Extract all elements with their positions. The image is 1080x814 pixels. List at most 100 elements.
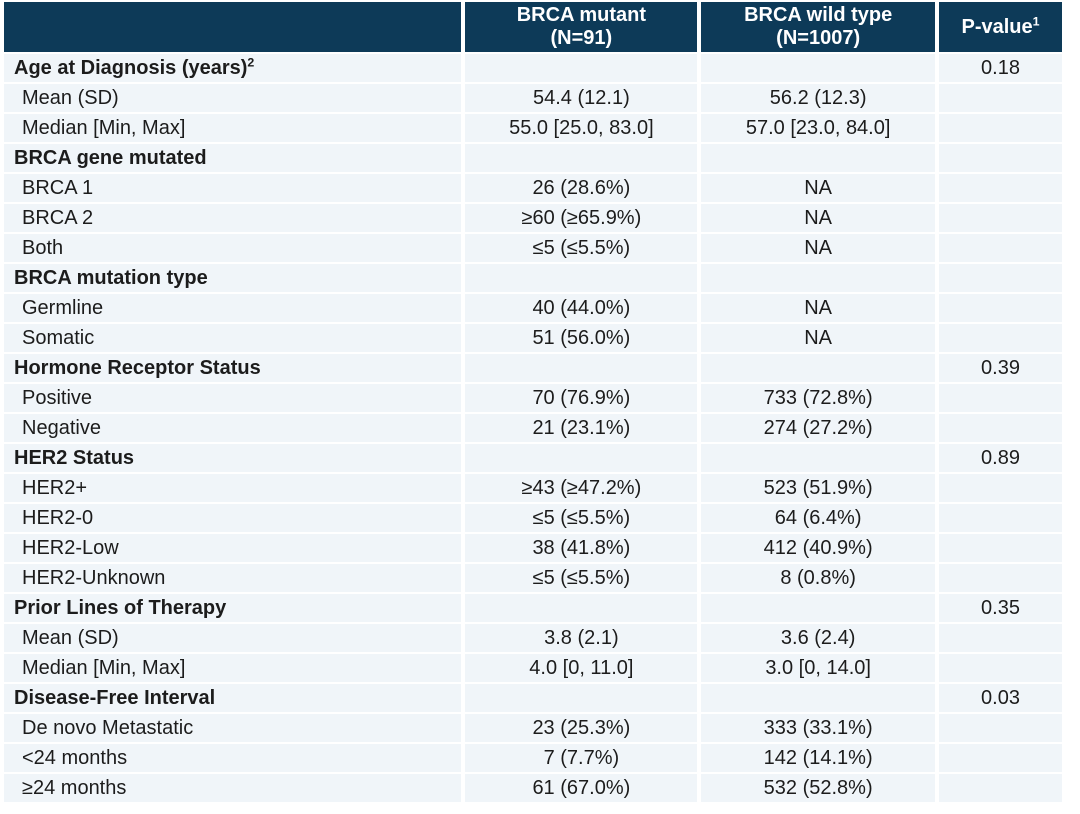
table-row: Median [Min, Max] 4.0 [0, 11.0] 3.0 [0, 14… [4, 654, 1062, 682]
brca-wildtype-value-cell: 532 (52.8%) [701, 774, 936, 802]
p-value-cell [939, 204, 1062, 232]
p-value-cell [939, 714, 1062, 742]
row-label-cell: Negative [4, 414, 462, 442]
p-value-cell [939, 324, 1062, 352]
table-body: Age at Diagnosis (years)2 0.18 Mean (SD) 54… [4, 54, 1062, 802]
brca-wildtype-value-cell: 274 (27.2%) [701, 414, 936, 442]
row-label-cell: BRCA mutation type [4, 264, 462, 292]
p-value-cell: 0.18 [939, 54, 1062, 82]
footnote-superscript: 1 [1032, 13, 1040, 28]
brca-mutant-value-cell: ≥60 (≥65.9%) [465, 204, 698, 232]
p-value-cell: 0.03 [939, 684, 1062, 712]
table-row: HER2+ ≥43 (≥47.2%) 523 (51.9%) [4, 474, 1062, 502]
p-value-cell [939, 774, 1062, 802]
brca-mutant-value-cell: 54.4 (12.1) [465, 84, 698, 112]
p-value-cell [939, 504, 1062, 532]
brca-wildtype-value-cell [701, 264, 936, 292]
brca-wildtype-value-cell: 733 (72.8%) [701, 384, 936, 412]
p-value-cell [939, 414, 1062, 442]
table-row: De novo Metastatic 23 (25.3%) 333 (33.1%) [4, 714, 1062, 742]
table-row: Positive 70 (76.9%) 733 (72.8%) [4, 384, 1062, 412]
row-label-cell: Median [Min, Max] [4, 654, 462, 682]
brca-mutant-value-cell: 61 (67.0%) [465, 774, 698, 802]
brca-mutant-value-cell: 51 (56.0%) [465, 324, 698, 352]
p-value-cell [939, 534, 1062, 562]
brca-wildtype-value-cell: 64 (6.4%) [701, 504, 936, 532]
p-value-cell [939, 744, 1062, 772]
row-label-cell: HER2 Status [4, 444, 462, 472]
row-label-cell: Germline [4, 294, 462, 322]
p-value-cell [939, 144, 1062, 172]
brca-mutant-value-cell: 55.0 [25.0, 83.0] [465, 114, 698, 142]
baseline-characteristics-table: BRCA mutant (N=91) BRCA wild type (N=100… [4, 2, 1062, 802]
p-value-cell [939, 294, 1062, 322]
row-label-cell: Prior Lines of Therapy [4, 594, 462, 622]
brca-mutant-value-cell: 40 (44.0%) [465, 294, 698, 322]
brca-mutant-value-cell: ≤5 (≤5.5%) [465, 564, 698, 592]
p-value-cell [939, 474, 1062, 502]
brca-wildtype-value-cell: 56.2 (12.3) [701, 84, 936, 112]
row-label-cell: Mean (SD) [4, 84, 462, 112]
brca-wildtype-value-cell: NA [701, 204, 936, 232]
p-value-cell [939, 114, 1062, 142]
table-row: BRCA 2 ≥60 (≥65.9%) NA [4, 204, 1062, 232]
row-label-cell: HER2-0 [4, 504, 462, 532]
brca-wildtype-value-cell [701, 444, 936, 472]
row-label-cell: BRCA gene mutated [4, 144, 462, 172]
p-value-cell [939, 84, 1062, 112]
brca-mutant-value-cell [465, 264, 698, 292]
table-row: Hormone Receptor Status 0.39 [4, 354, 1062, 382]
brca-wildtype-value-cell: 412 (40.9%) [701, 534, 936, 562]
header-cell-empty [4, 2, 462, 52]
p-value-cell [939, 564, 1062, 592]
header-pvalue-label: P-value [961, 15, 1033, 38]
brca-wildtype-value-cell [701, 54, 936, 82]
table-row: HER2-Low 38 (41.8%) 412 (40.9%) [4, 534, 1062, 562]
row-label-cell: Mean (SD) [4, 624, 462, 652]
p-value-cell [939, 624, 1062, 652]
row-label-cell: Both [4, 234, 462, 262]
footnote-superscript: 2 [247, 55, 255, 70]
brca-wildtype-value-cell [701, 594, 936, 622]
brca-wildtype-value-cell: NA [701, 174, 936, 202]
table-row: <24 months 7 (7.7%) 142 (14.1%) [4, 744, 1062, 772]
row-label-cell: <24 months [4, 744, 462, 772]
table-row: ≥24 months 61 (67.0%) 532 (52.8%) [4, 774, 1062, 802]
row-label-cell: Age at Diagnosis (years)2 [4, 54, 462, 82]
table-header: BRCA mutant (N=91) BRCA wild type (N=100… [4, 2, 1062, 52]
row-label-cell: Disease-Free Interval [4, 684, 462, 712]
header-brca-mutant-n: (N=91) [550, 27, 613, 49]
brca-mutant-value-cell [465, 444, 698, 472]
table-row: HER2-Unknown ≤5 (≤5.5%) 8 (0.8%) [4, 564, 1062, 592]
brca-mutant-value-cell: ≥43 (≥47.2%) [465, 474, 698, 502]
brca-wildtype-value-cell: 333 (33.1%) [701, 714, 936, 742]
p-value-cell: 0.35 [939, 594, 1062, 622]
brca-wildtype-value-cell: 142 (14.1%) [701, 744, 936, 772]
table-row: HER2 Status 0.89 [4, 444, 1062, 472]
table-row: Mean (SD) 54.4 (12.1) 56.2 (12.3) [4, 84, 1062, 112]
row-label-cell: Median [Min, Max] [4, 114, 462, 142]
row-label-cell: Positive [4, 384, 462, 412]
row-label-cell: De novo Metastatic [4, 714, 462, 742]
brca-mutant-value-cell: 26 (28.6%) [465, 174, 698, 202]
brca-wildtype-value-cell: NA [701, 294, 936, 322]
row-label-cell: Hormone Receptor Status [4, 354, 462, 382]
brca-mutant-value-cell: 7 (7.7%) [465, 744, 698, 772]
p-value-cell [939, 264, 1062, 292]
table-row: Prior Lines of Therapy 0.35 [4, 594, 1062, 622]
brca-wildtype-value-cell [701, 354, 936, 382]
brca-mutant-value-cell: 4.0 [0, 11.0] [465, 654, 698, 682]
header-brca-wildtype-n: (N=1007) [776, 27, 861, 49]
brca-wildtype-value-cell: NA [701, 324, 936, 352]
brca-wildtype-value-cell: 523 (51.9%) [701, 474, 936, 502]
p-value-cell: 0.39 [939, 354, 1062, 382]
row-label-cell: HER2-Unknown [4, 564, 462, 592]
table-row: Age at Diagnosis (years)2 0.18 [4, 54, 1062, 82]
brca-mutant-value-cell [465, 684, 698, 712]
table-row: Germline 40 (44.0%) NA [4, 294, 1062, 322]
table-row: BRCA gene mutated [4, 144, 1062, 172]
row-label-cell: BRCA 2 [4, 204, 462, 232]
table-row: Negative 21 (23.1%) 274 (27.2%) [4, 414, 1062, 442]
table-row: Both ≤5 (≤5.5%) NA [4, 234, 1062, 262]
